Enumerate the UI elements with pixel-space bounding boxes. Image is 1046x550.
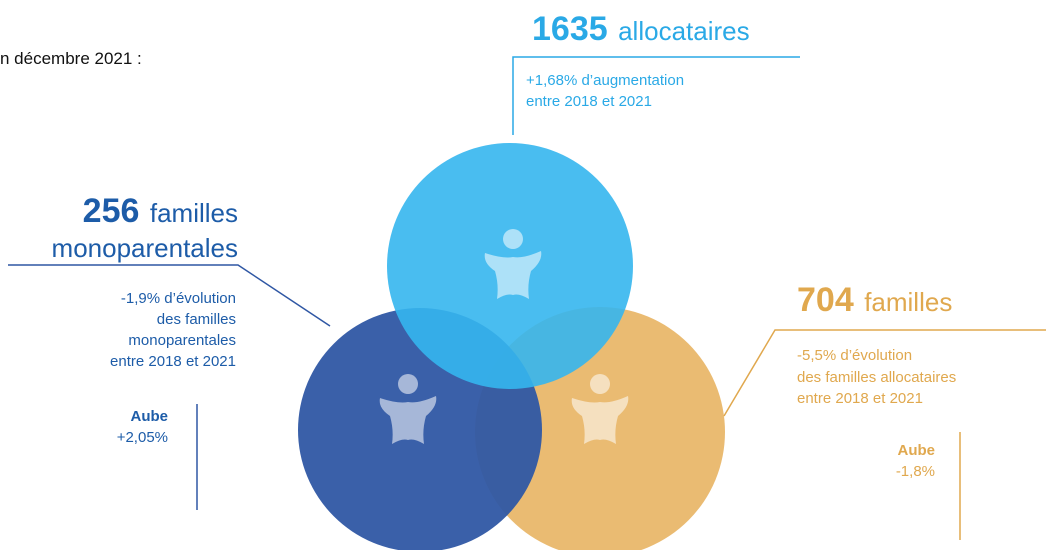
aube-label: Aube bbox=[131, 408, 169, 425]
label: allocataires bbox=[618, 16, 750, 46]
count: 704 bbox=[797, 281, 854, 319]
label: familles bbox=[150, 198, 238, 228]
note: des familles bbox=[157, 311, 236, 328]
circles bbox=[298, 143, 725, 550]
aube-label: Aube bbox=[898, 442, 936, 459]
note: entre 2018 et 2021 bbox=[526, 93, 652, 110]
monoparentales-heading: 256 familles bbox=[83, 192, 238, 230]
connector bbox=[512, 56, 800, 135]
icon bbox=[379, 374, 437, 444]
label: familles bbox=[864, 287, 952, 317]
connector bbox=[723, 329, 1046, 417]
allocataires-heading: 1635 allocataires bbox=[532, 10, 750, 48]
note: -5,5% d’évolution bbox=[797, 347, 912, 364]
connector bbox=[8, 264, 331, 327]
header: n décembre 2021 : bbox=[0, 49, 142, 68]
note: entre 2018 et 2021 bbox=[110, 353, 236, 370]
icon bbox=[484, 229, 542, 299]
note: monoparentales bbox=[128, 332, 236, 349]
icon bbox=[571, 374, 629, 444]
aube-value: +2,05% bbox=[117, 429, 168, 446]
note: +1,68% d’augmentation bbox=[526, 72, 684, 89]
count: 256 bbox=[83, 192, 140, 230]
note: -1,9% d’évolution bbox=[121, 290, 236, 307]
count: 1635 bbox=[532, 10, 608, 48]
note: des familles allocataires bbox=[797, 369, 956, 386]
aube-value: -1,8% bbox=[896, 463, 935, 480]
icons bbox=[379, 229, 629, 444]
label: monoparentales bbox=[52, 233, 238, 263]
familles-heading: 704 familles bbox=[797, 281, 952, 319]
note: entre 2018 et 2021 bbox=[797, 390, 923, 407]
